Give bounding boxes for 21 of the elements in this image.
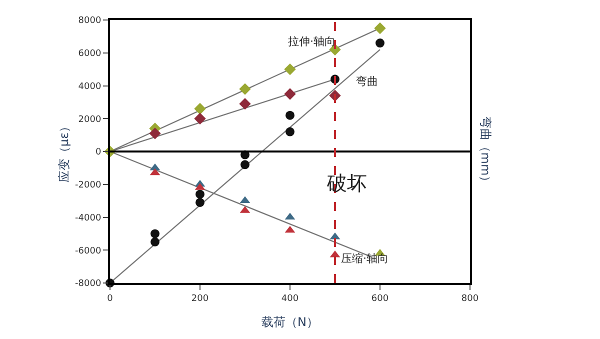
y-axis-title: 应变（με） — [56, 120, 71, 183]
y-tick-label: -6000 — [75, 246, 102, 256]
annotation: 压缩·轴向 — [341, 252, 388, 265]
y-tick-label: -8000 — [75, 279, 102, 290]
x-tick-label: 600 — [371, 294, 389, 304]
x-tick-label: 800 — [461, 294, 479, 304]
y-tick-label: 4000 — [78, 82, 102, 92]
x-tick-label: 200 — [191, 294, 209, 304]
y-tick-label: -4000 — [75, 213, 102, 224]
x-axis-title: 载荷（N） — [262, 315, 318, 330]
annotation: 拉伸·轴向 — [288, 35, 336, 48]
x-tick-label: 0 — [107, 294, 114, 304]
annotation: 弯曲 — [356, 75, 378, 88]
y-tick-label: 2000 — [78, 114, 102, 125]
y-tick-label: 0 — [95, 148, 102, 158]
x-tick-label: 400 — [281, 294, 299, 304]
y2-axis-title: 弯曲（mm） — [478, 116, 493, 188]
y-tick-label: 8000 — [78, 16, 102, 26]
y-tick-label: 6000 — [78, 49, 102, 60]
y-tick-label: -2000 — [75, 180, 102, 191]
annotation: 破坏 — [326, 171, 367, 195]
